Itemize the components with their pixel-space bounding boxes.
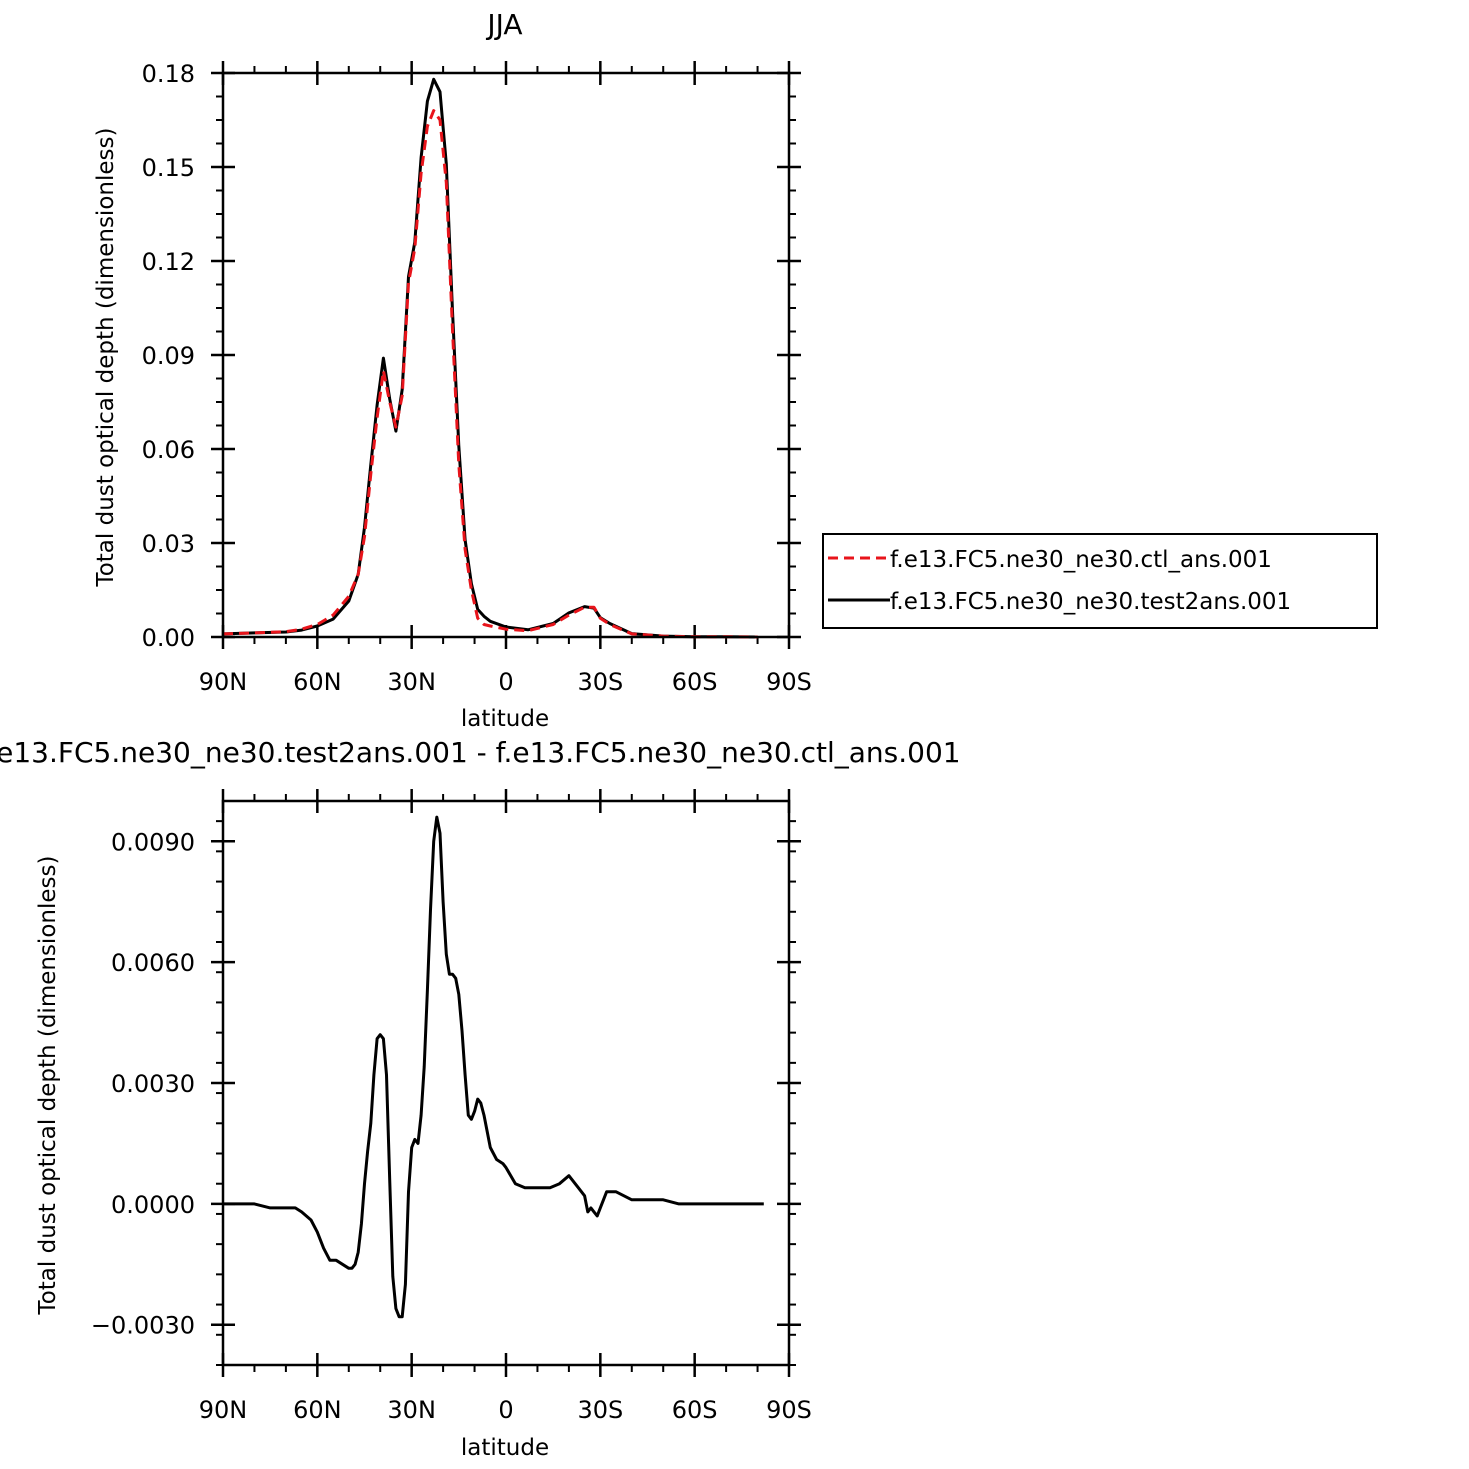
legend-box <box>822 533 1378 629</box>
top-x-tick-label: 90N <box>199 668 248 696</box>
bottom-series-line-0 <box>223 815 764 1319</box>
bottom-x-axis-label: latitude <box>461 1435 549 1461</box>
bottom-panel: f.e13.FC5.ne30_ne30.test2ans.001 - f.e13… <box>0 736 961 1461</box>
bottom-y-tick-label: 0.0030 <box>111 1070 195 1098</box>
top-x-tick-label: 30N <box>387 668 436 696</box>
top-y-axis-label: Total dust optical depth (dimensionless) <box>93 128 119 588</box>
bottom-y-tick-label: 0.0060 <box>111 949 195 977</box>
bottom-x-tick-label: 90N <box>199 1396 248 1424</box>
top-chart-title: JJA <box>485 8 522 41</box>
bottom-y-tick-label: 0.0000 <box>111 1191 195 1219</box>
bottom-y-tick-label: 0.0090 <box>111 828 195 856</box>
top-series-line-1 <box>222 77 758 639</box>
top-y-tick-label: 0.00 <box>142 624 195 652</box>
top-x-tick-label: 60N <box>293 668 342 696</box>
bottom-x-tick-label: 60N <box>293 1396 342 1424</box>
top-x-tick-label: 30S <box>577 668 623 696</box>
top-y-tick-label: 0.06 <box>142 436 195 464</box>
bottom-y-tick-label: −0.0030 <box>91 1312 195 1340</box>
legend: f.e13.FC5.ne30_ne30.ctl_ans.001 f.e13.FC… <box>822 533 1378 629</box>
top-x-tick-label: 0 <box>498 668 513 696</box>
legend-label-test: f.e13.FC5.ne30_ne30.test2ans.001 <box>890 589 1291 615</box>
top-series-line-0 <box>222 109 758 639</box>
top-panel: JJA Total dust optical depth (dimensionl… <box>93 8 812 732</box>
top-y-tick-label: 0.12 <box>142 248 195 276</box>
bottom-y-axis-label: Total dust optical depth (dimensionless) <box>35 856 61 1316</box>
top-y-tick-label: 0.18 <box>142 60 195 88</box>
bottom-plot-frame <box>221 799 791 1367</box>
bottom-x-tick-label: 60S <box>672 1396 718 1424</box>
bottom-x-tick-label: 90S <box>766 1396 812 1424</box>
bottom-x-tick-label: 0 <box>498 1396 513 1424</box>
top-x-axis-label: latitude <box>461 706 549 732</box>
top-x-tick-label: 60S <box>672 668 718 696</box>
bottom-x-tick-label: 30S <box>577 1396 623 1424</box>
top-plot-frame <box>221 71 791 639</box>
bottom-x-tick-label: 30N <box>387 1396 436 1424</box>
top-y-tick-label: 0.15 <box>142 154 195 182</box>
top-y-tick-label: 0.03 <box>142 530 195 558</box>
top-y-tick-label: 0.09 <box>142 342 195 370</box>
bottom-chart-title: f.e13.FC5.ne30_ne30.test2ans.001 - f.e13… <box>0 736 961 769</box>
legend-label-ctl: f.e13.FC5.ne30_ne30.ctl_ans.001 <box>890 547 1272 573</box>
top-x-tick-label: 90S <box>766 668 812 696</box>
